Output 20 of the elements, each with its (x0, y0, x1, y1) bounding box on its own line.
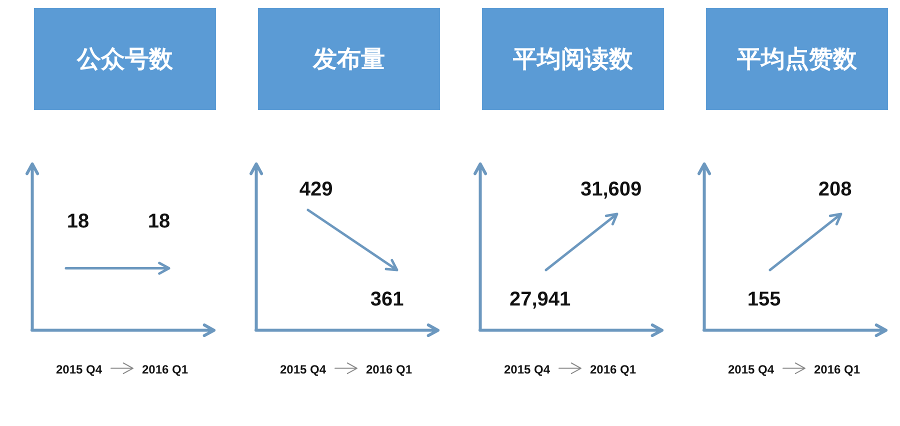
data-label: 361 (370, 288, 404, 311)
data-label: 18 (148, 210, 170, 233)
category-label: 2015 Q4 (728, 362, 774, 376)
category-label: 2016 Q1 (814, 362, 860, 376)
category-label: 2015 Q4 (280, 362, 326, 376)
category-label: 2016 Q1 (590, 362, 636, 376)
data-label: 155 (747, 288, 781, 311)
text: 平均阅读数 (482, 8, 664, 110)
category-label: 2015 Q4 (56, 362, 102, 376)
data-label: 18 (66, 210, 90, 233)
data-label: 31,609 (580, 178, 642, 201)
data-label: 429 (299, 178, 333, 201)
category-label: 2016 Q1 (142, 362, 188, 376)
category-label: 2016 Q1 (366, 362, 412, 376)
text: 平均点赞数 (706, 8, 888, 110)
data-label: 208 (818, 178, 852, 201)
data-label: 27,941 (509, 288, 571, 311)
category-label: 2015 Q4 (504, 362, 550, 376)
text: 公众号数 (34, 8, 216, 110)
text: 发布量 (258, 8, 440, 110)
